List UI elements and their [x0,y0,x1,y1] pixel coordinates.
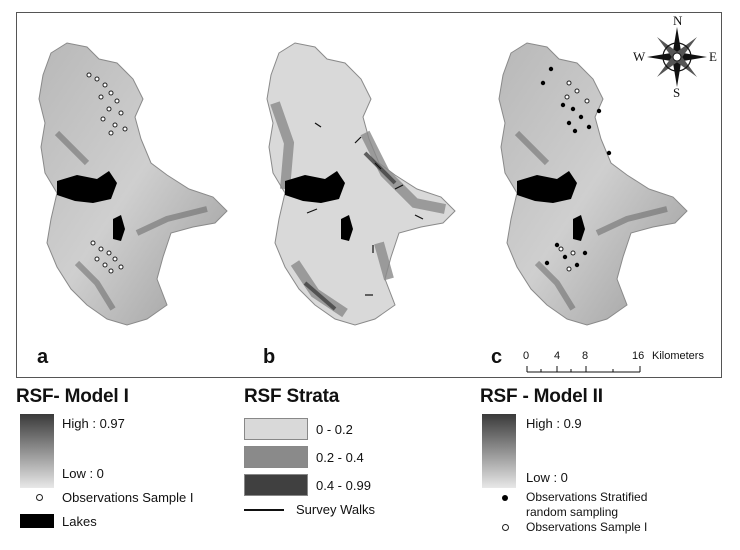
lake-large-b [285,171,345,203]
compass-north: N [673,13,683,28]
map-panel-b: b [245,13,479,379]
model-1-observations: Observations Sample I [62,490,194,505]
compass-west: W [633,49,646,64]
legend-model-2-title: RSF - Model II [480,386,603,407]
model-1-high: High : 0.97 [62,416,125,431]
strata-swatch-high [244,474,308,496]
lake-large [57,171,117,203]
legend-model-1-title: RSF- Model I [16,386,129,407]
stratified-marker-icon [502,495,508,501]
legend-strata: RSF Strata 0 - 0.2 0.2 - 0.4 0.4 - 0.99 … [244,386,464,546]
model-2-obs-stratified-1: Observations Stratified [526,490,648,504]
lake-small-b [341,215,353,241]
map-frame: a b [16,12,722,378]
compass-east: E [709,49,717,64]
lake-small-c [573,215,585,241]
model-1-color-ramp [20,414,54,488]
model-2-low: Low : 0 [526,470,568,485]
strata-label-mid: 0.2 - 0.4 [316,450,364,465]
survey-walks-label: Survey Walks [296,502,375,517]
panel-label-a: a [37,346,49,368]
scale-unit: Kilometers [652,350,704,362]
terrain-map-a [38,42,228,326]
survey-walk-line-icon [244,509,284,511]
scale-tick-8: 8 [582,350,589,362]
lake-small [113,215,125,241]
legend-strata-title: RSF Strata [244,386,340,407]
survey-walks [306,122,424,296]
model-2-color-ramp [482,414,516,488]
model-2-obs-sample: Observations Sample I [526,520,648,534]
scale-tick-16: 16 [632,350,645,362]
observation-marker-icon-2 [502,524,509,531]
lake-large-c [517,171,577,203]
stratified-points [540,66,612,268]
strata-swatch-low [244,418,308,440]
map-panel-c: c [477,13,711,379]
observation-points-c [558,80,590,272]
legend-model-1: RSF- Model I High : 0.97 Low : 0 Observa… [16,386,236,546]
lakes-label: Lakes [62,514,97,529]
strata-label-low: 0 - 0.2 [316,422,353,437]
compass-rose-icon: N S E W [633,13,717,100]
observation-marker-icon [36,494,43,501]
scale-tick-4: 4 [554,350,561,362]
panel-label-c: c [491,346,503,368]
strata-swatch-mid [244,446,308,468]
observation-points-a [86,72,128,274]
terrain-map-c [498,42,688,326]
strata-label-high: 0.4 - 0.99 [316,478,371,493]
scale-tick-0: 0 [523,350,530,362]
panel-label-b: b [263,346,276,368]
legend-model-2: RSF - Model II High : 0.9 Low : 0 Observ… [480,386,720,546]
lakes-swatch [20,514,54,528]
compass-south: S [673,85,681,100]
model-2-obs-stratified-2: random sampling [526,505,619,519]
strata-map-b [266,42,456,326]
map-panel-a: a [17,13,251,379]
model-2-high: High : 0.9 [526,416,582,431]
model-1-low: Low : 0 [62,466,104,481]
